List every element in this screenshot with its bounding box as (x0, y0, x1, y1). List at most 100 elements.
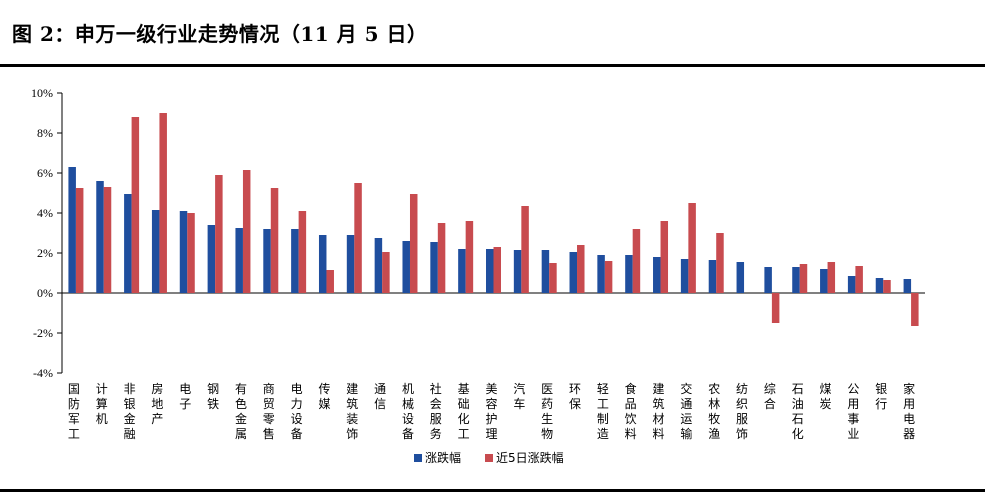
x-category-label: 生 (541, 412, 553, 426)
x-category-label: 贸 (263, 397, 275, 411)
x-category-label: 钢 (207, 382, 219, 396)
x-category-label: 设 (402, 412, 414, 426)
legend-5day-change-swatch (485, 454, 493, 462)
y-tick-label: 6% (37, 166, 53, 180)
x-category-label: 零 (263, 412, 275, 426)
bar-5day-change (215, 175, 223, 293)
y-tick-label: 2% (37, 246, 53, 260)
bar-daily-change (569, 252, 578, 293)
bar-5day-change (354, 183, 362, 293)
x-category-label: 用 (903, 397, 915, 411)
x-category-label: 产 (151, 412, 163, 426)
bar-daily-change (263, 229, 271, 293)
x-category-label: 公 (847, 382, 859, 396)
bar-daily-change (680, 259, 689, 293)
x-category-label: 房 (151, 381, 163, 396)
x-category-label: 理 (485, 427, 497, 441)
x-category-label: 食 (625, 381, 637, 396)
x-category-label: 工 (458, 427, 470, 441)
bar-daily-change (235, 228, 243, 293)
x-category-label: 护 (485, 412, 497, 426)
x-category-label: 色 (235, 397, 247, 411)
bar-5day-change (326, 270, 334, 293)
bar-daily-change (96, 181, 104, 293)
x-category-label: 础 (458, 397, 470, 411)
x-category-label: 防 (68, 396, 80, 411)
x-category-label: 地 (151, 397, 163, 411)
bar-daily-change (847, 276, 856, 293)
x-category-label: 筑 (653, 396, 665, 411)
bar-5day-change (159, 113, 167, 293)
bar-5day-change (298, 211, 307, 293)
y-tick-label: 8% (37, 126, 53, 140)
legend-daily-change-label: 涨跌幅 (425, 450, 461, 465)
x-category-label: 料 (653, 427, 665, 441)
legend-daily-change-swatch (414, 454, 422, 462)
x-category-label: 服 (736, 412, 748, 426)
bar-5day-change (521, 206, 529, 293)
bar-daily-change (708, 260, 717, 293)
bar-daily-change (207, 225, 216, 293)
x-category-label: 美 (485, 382, 497, 396)
bottom-rule (0, 489, 985, 492)
bar-5day-change (465, 221, 474, 293)
x-category-label: 机 (96, 412, 108, 426)
x-category-label: 综 (764, 382, 776, 396)
bar-5day-change (242, 170, 251, 293)
x-category-label: 电 (179, 382, 191, 396)
bar-5day-change (827, 262, 836, 293)
x-category-label: 算 (96, 396, 108, 411)
bar-daily-change (653, 257, 661, 293)
bar-daily-change (764, 267, 772, 293)
x-category-label: 通 (374, 382, 386, 396)
x-category-label: 牧 (708, 412, 720, 426)
x-category-label: 设 (291, 412, 303, 426)
x-category-label: 社 (430, 381, 442, 396)
bar-5day-change (131, 117, 140, 293)
bar-5day-change (75, 188, 84, 293)
bar-5day-change (855, 266, 863, 293)
bar-daily-change (541, 250, 550, 293)
x-category-label: 备 (402, 427, 414, 441)
x-category-label: 运 (680, 412, 692, 426)
bar-5day-change (604, 261, 613, 293)
x-category-label: 材 (653, 412, 665, 426)
x-category-label: 合 (764, 396, 776, 411)
y-tick-label: 10% (31, 86, 53, 100)
bar-daily-change (625, 255, 633, 293)
bar-daily-change (597, 255, 605, 293)
bar-5day-change (688, 203, 696, 293)
x-category-label: 煤 (820, 382, 832, 396)
x-category-label: 行 (875, 397, 887, 411)
bar-5day-change (716, 233, 724, 293)
x-category-label: 农 (708, 382, 720, 396)
x-category-label: 制 (597, 412, 609, 426)
bar-5day-change (771, 293, 780, 323)
bar-daily-change (68, 167, 76, 293)
bar-5day-change (799, 264, 808, 293)
x-category-label: 备 (291, 427, 303, 441)
x-category-label: 输 (680, 426, 692, 441)
x-category-label: 交 (680, 381, 692, 396)
bar-daily-change (346, 235, 355, 293)
x-category-label: 饰 (346, 427, 358, 441)
x-category-label: 汽 (513, 381, 525, 396)
x-category-label: 轻 (597, 382, 609, 396)
x-category-label: 装 (346, 412, 358, 426)
x-category-label: 非 (124, 382, 136, 396)
bar-daily-change (318, 235, 327, 293)
bar-5day-change (660, 221, 669, 293)
y-tick-label: -4% (33, 366, 53, 380)
x-category-label: 工 (68, 427, 80, 441)
x-category-label: 车 (513, 396, 525, 411)
x-category-label: 纺 (736, 382, 748, 396)
x-category-label: 化 (792, 427, 804, 441)
x-category-label: 保 (569, 397, 581, 411)
bar-5day-change (437, 223, 446, 293)
x-category-label: 机 (402, 382, 414, 396)
x-category-label: 商 (263, 381, 275, 396)
x-category-label: 化 (458, 412, 470, 426)
bar-daily-change (124, 194, 132, 293)
bar-5day-change (549, 263, 557, 293)
